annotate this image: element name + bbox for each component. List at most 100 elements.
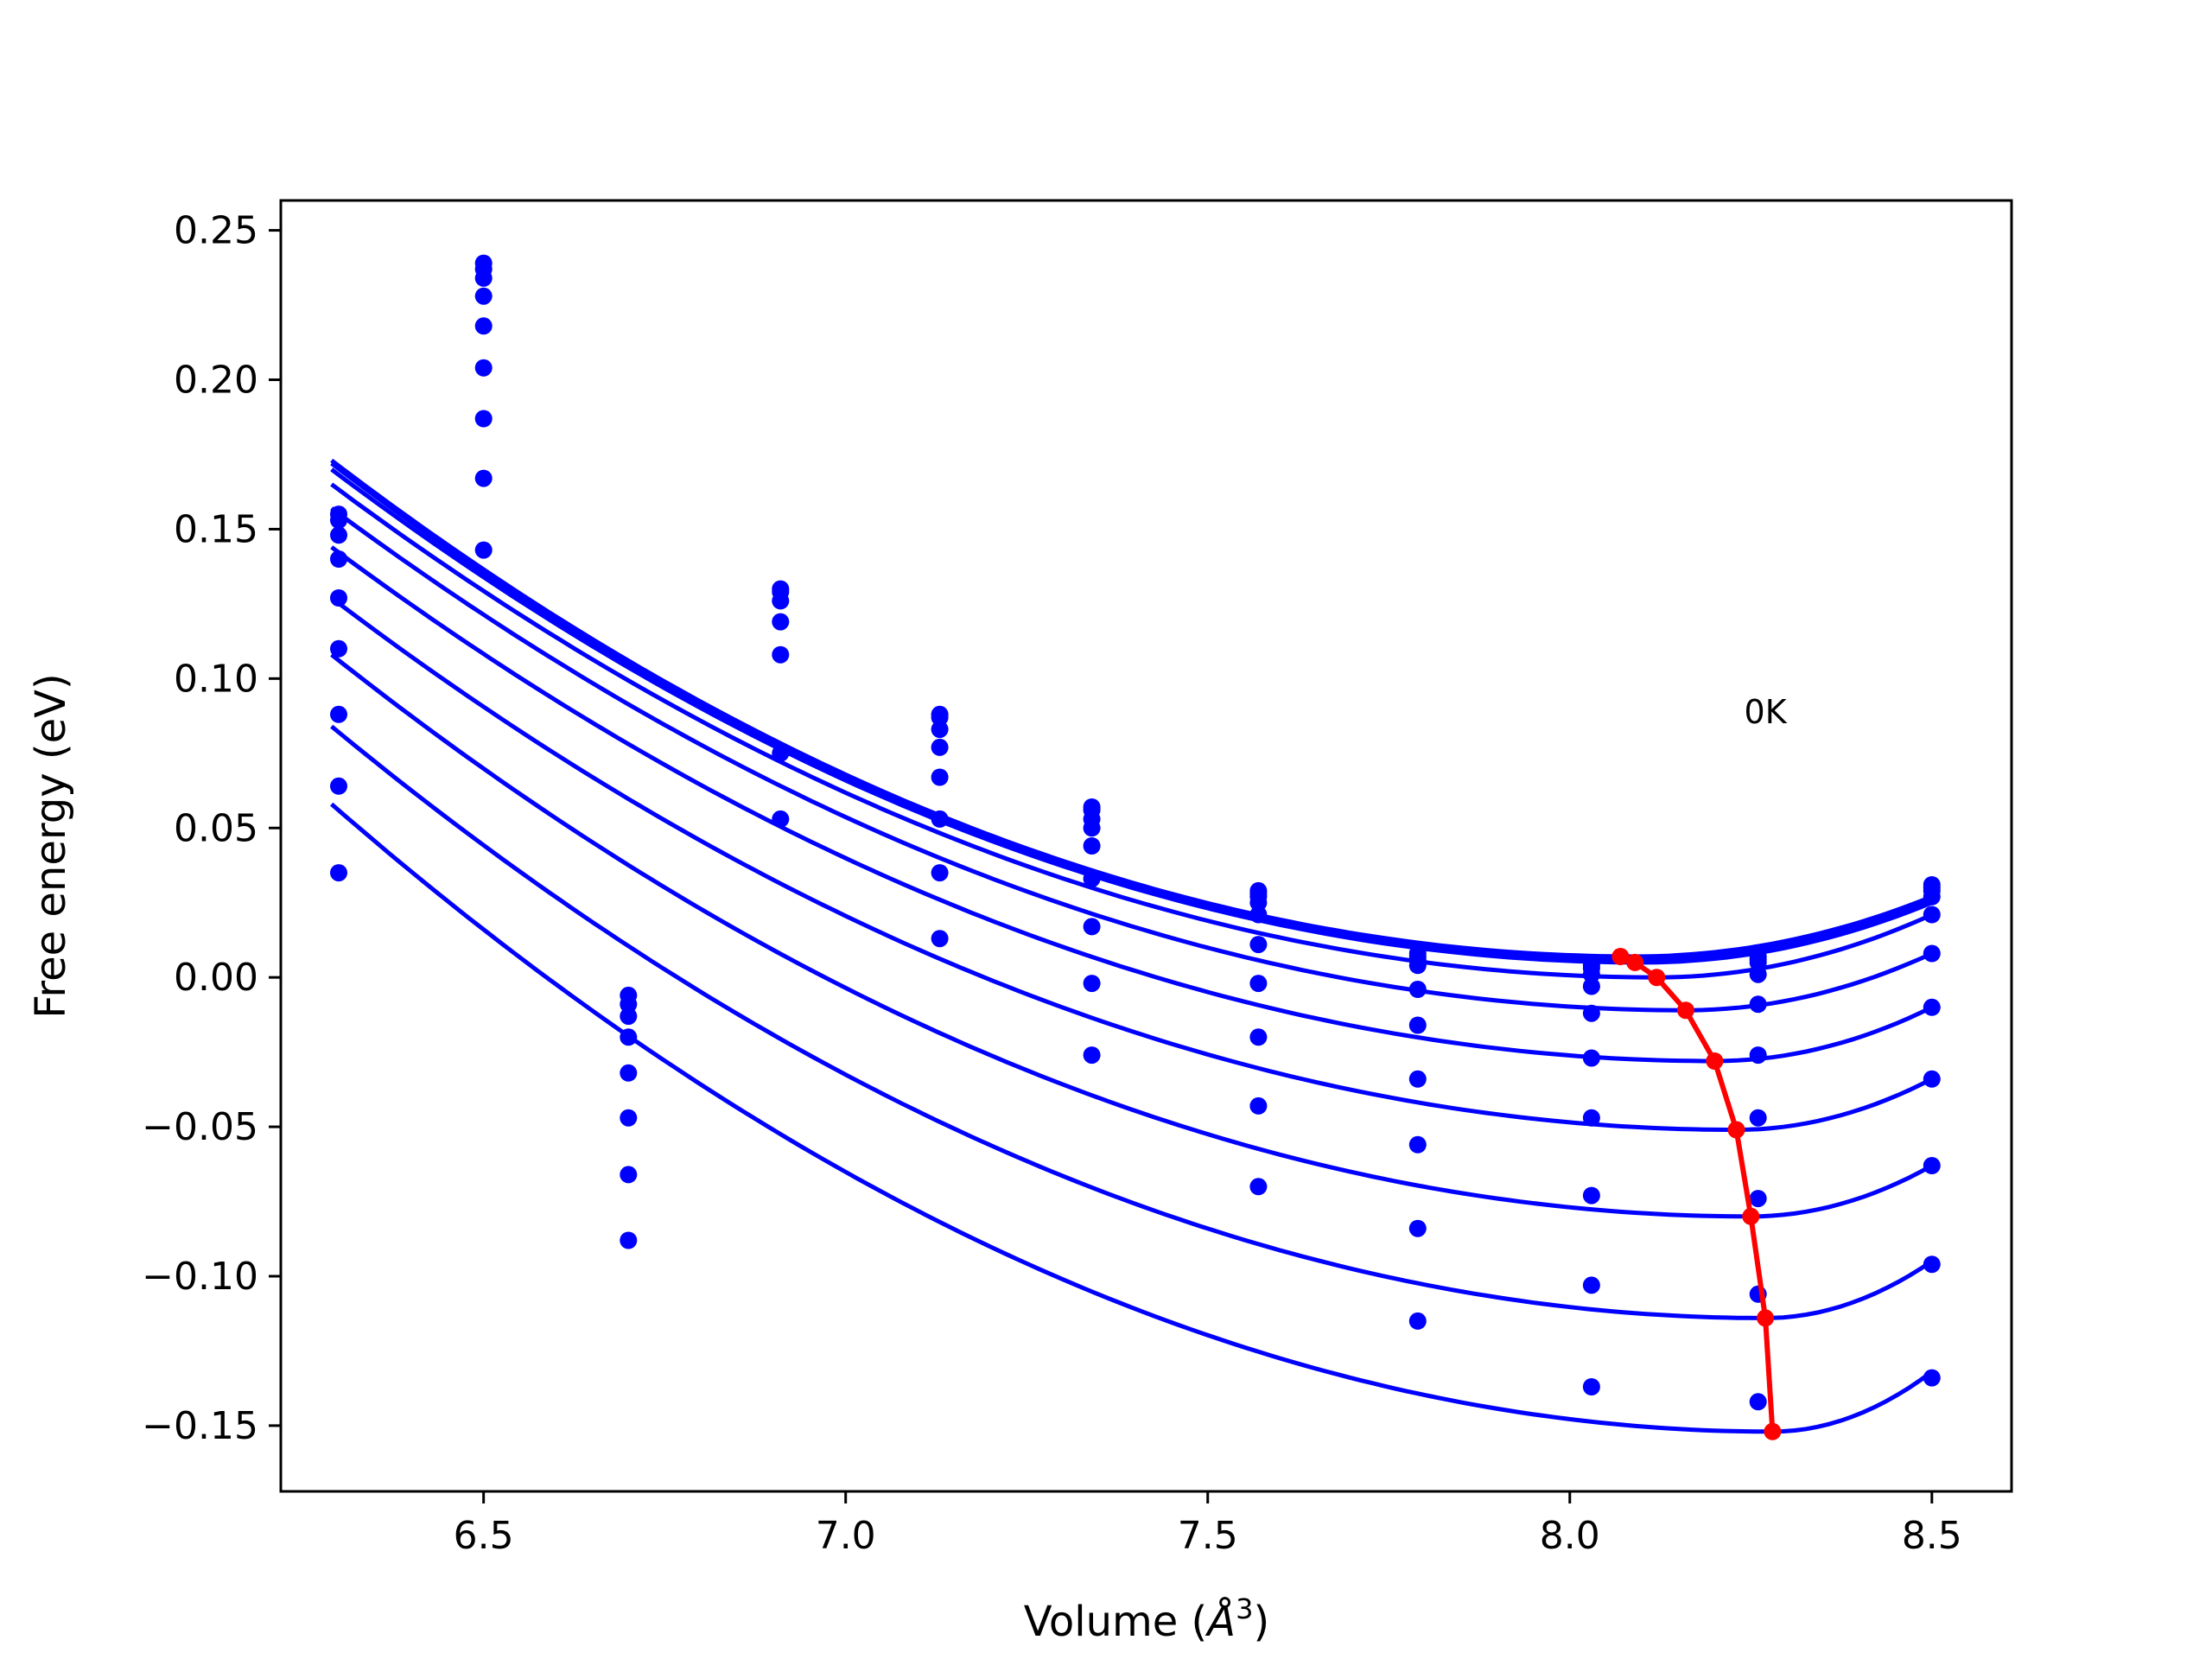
data-point [931, 768, 949, 786]
data-point [620, 1028, 638, 1046]
data-point [330, 512, 347, 529]
x-tick-label: 8.5 [1902, 1514, 1962, 1558]
x-axis-label-text: Volume ( [1024, 1598, 1208, 1646]
fit-curve-9 [330, 724, 1934, 1320]
data-point [1923, 906, 1941, 924]
x-axis-ticks: 6.5 7.0 7.5 8.0 8.5 [454, 1491, 1962, 1558]
data-point [1083, 837, 1101, 855]
data-point [1249, 1028, 1268, 1046]
fit-curve-7 [330, 596, 1933, 1132]
data-point [1923, 998, 1941, 1016]
data-point [1408, 981, 1427, 998]
data-point [772, 592, 790, 610]
data-point [330, 589, 347, 607]
data-point [931, 721, 949, 739]
data-point [1749, 953, 1767, 971]
data-point [1749, 1190, 1767, 1208]
data-point [620, 1007, 638, 1026]
data-point [1582, 977, 1600, 995]
data-point [1582, 965, 1600, 983]
data-point [1249, 1096, 1268, 1115]
data-point [474, 469, 493, 487]
data-point [1249, 975, 1268, 993]
data-point [931, 709, 949, 727]
data-point [772, 613, 790, 631]
data-point [474, 410, 493, 428]
y-tick-label: 0.20 [174, 359, 258, 403]
y-tick-label: 0.10 [174, 657, 258, 701]
data-point [1923, 1070, 1941, 1088]
data-point [931, 738, 949, 756]
y-tick-label: −0.10 [142, 1255, 258, 1299]
x-tick-label: 7.0 [816, 1514, 876, 1558]
data-point [330, 864, 347, 882]
data-point [474, 287, 493, 305]
data-point [1749, 1046, 1767, 1065]
data-point [330, 526, 347, 544]
x-tick-label: 6.5 [454, 1514, 514, 1558]
data-point [1083, 870, 1101, 887]
data-point [1582, 1378, 1600, 1395]
data-point [620, 1231, 638, 1249]
x-axis-label-close: ) [1253, 1598, 1269, 1646]
fit-curves [330, 458, 1934, 1434]
data-point [772, 810, 790, 828]
data-point [620, 1166, 638, 1184]
data-point [772, 645, 790, 664]
data-point [931, 930, 949, 948]
minimum-point [1626, 953, 1644, 971]
data-point [931, 810, 949, 828]
data-point [1749, 1109, 1767, 1127]
y-tick-label: −0.15 [142, 1404, 258, 1448]
x-axis-label: Volume (Å3) [1024, 1592, 1269, 1646]
y-tick-label: 0.15 [174, 507, 258, 551]
data-point [1923, 887, 1941, 906]
data-point [620, 995, 638, 1014]
data-point [330, 705, 347, 723]
data-point [1923, 1255, 1941, 1274]
fit-curve-3 [330, 467, 1933, 965]
data-point [1923, 1157, 1941, 1174]
data-point [620, 1109, 638, 1127]
plot-frame [279, 199, 2013, 1493]
fit-curve-6 [330, 545, 1933, 1064]
data-point [1582, 1276, 1600, 1294]
data-point [1408, 1219, 1427, 1237]
y-axis-label: Free energy (eV) [27, 673, 75, 1018]
data-point [1749, 965, 1767, 983]
data-point [330, 777, 347, 795]
minimum-point [1757, 1309, 1775, 1327]
temperature-annotation: 0K [1745, 693, 1788, 731]
data-point [1249, 893, 1268, 912]
y-axis-ticks: −0.15 −0.10 −0.05 0.00 0.05 0.10 0.15 0.20 0.25 [142, 209, 281, 1448]
data-point [474, 317, 493, 335]
data-point [1408, 1070, 1427, 1088]
data-point [1582, 1109, 1600, 1127]
minimum-point [1676, 1001, 1694, 1020]
data-point [1083, 1046, 1101, 1065]
fit-curve-5 [330, 506, 1933, 1013]
data-point [474, 359, 493, 377]
data-point [1923, 1369, 1941, 1387]
minimum-line [1611, 948, 1782, 1440]
y-tick-label: 0.05 [174, 806, 258, 850]
minimum-point [1706, 1052, 1724, 1070]
x-tick-label: 8.0 [1540, 1514, 1600, 1558]
data-point [1249, 1178, 1268, 1196]
data-point [620, 1064, 638, 1082]
data-point [1249, 936, 1268, 954]
minimum-point [1648, 969, 1666, 987]
minimum-point [1742, 1207, 1760, 1225]
data-point [1408, 1312, 1427, 1330]
data-point [1083, 975, 1101, 993]
fit-curve-8 [330, 652, 1933, 1219]
data-point [1582, 1049, 1600, 1067]
data-point [1582, 1004, 1600, 1022]
minimum-point [1764, 1422, 1782, 1440]
y-tick-label: −0.05 [142, 1105, 258, 1149]
data-point [1083, 819, 1101, 837]
y-tick-label: 0.00 [174, 956, 258, 1000]
minimum-point [1611, 948, 1630, 965]
